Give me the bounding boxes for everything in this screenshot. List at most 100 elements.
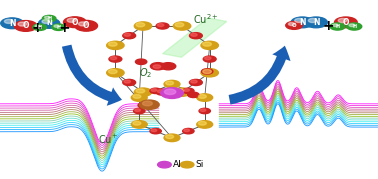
Circle shape: [295, 18, 303, 23]
Circle shape: [308, 18, 317, 23]
Circle shape: [108, 42, 117, 46]
Circle shape: [52, 24, 65, 30]
Circle shape: [123, 79, 136, 86]
Circle shape: [75, 20, 98, 31]
Circle shape: [197, 94, 213, 101]
Circle shape: [198, 95, 206, 98]
Circle shape: [134, 88, 152, 96]
Circle shape: [164, 89, 176, 95]
Text: O: O: [71, 18, 78, 27]
Circle shape: [150, 88, 161, 93]
Circle shape: [45, 16, 50, 19]
Circle shape: [191, 33, 197, 36]
Text: H: H: [57, 25, 60, 30]
Circle shape: [288, 23, 295, 26]
Circle shape: [136, 89, 145, 93]
Circle shape: [133, 121, 141, 125]
Circle shape: [158, 161, 171, 168]
Circle shape: [39, 18, 60, 28]
Circle shape: [150, 129, 161, 134]
Circle shape: [188, 92, 199, 98]
Text: H: H: [47, 16, 51, 21]
Text: N: N: [46, 20, 52, 26]
Circle shape: [201, 41, 218, 49]
Circle shape: [189, 33, 202, 39]
Circle shape: [35, 25, 40, 27]
Circle shape: [330, 23, 345, 30]
Circle shape: [184, 89, 189, 91]
Text: H: H: [38, 25, 42, 30]
Circle shape: [175, 23, 184, 27]
Circle shape: [151, 89, 157, 91]
FancyArrowPatch shape: [229, 46, 291, 105]
Text: N: N: [313, 18, 319, 27]
Circle shape: [201, 69, 213, 74]
Text: O: O: [342, 18, 349, 27]
Circle shape: [139, 100, 159, 109]
Circle shape: [164, 80, 180, 88]
Circle shape: [349, 24, 355, 27]
Circle shape: [157, 24, 164, 27]
Circle shape: [203, 42, 211, 46]
Circle shape: [1, 18, 23, 29]
Circle shape: [161, 88, 183, 98]
Circle shape: [131, 121, 147, 128]
Circle shape: [198, 121, 206, 125]
Circle shape: [338, 18, 347, 23]
Circle shape: [107, 41, 124, 49]
Circle shape: [184, 129, 189, 132]
Text: Cu$^{2+}$: Cu$^{2+}$: [193, 12, 219, 26]
Circle shape: [183, 88, 194, 94]
Circle shape: [347, 23, 362, 30]
Circle shape: [18, 22, 26, 26]
Circle shape: [204, 57, 211, 60]
Polygon shape: [163, 18, 227, 57]
Circle shape: [156, 23, 169, 29]
Text: +: +: [59, 21, 70, 35]
Circle shape: [79, 22, 87, 26]
Circle shape: [136, 23, 145, 27]
Circle shape: [108, 69, 117, 74]
Circle shape: [157, 90, 164, 93]
Text: H: H: [352, 24, 356, 29]
Circle shape: [166, 135, 174, 139]
Circle shape: [164, 134, 180, 142]
Text: O: O: [292, 23, 296, 28]
Circle shape: [335, 17, 357, 28]
Circle shape: [199, 108, 211, 114]
Text: N: N: [9, 19, 15, 28]
Text: N: N: [299, 18, 306, 27]
Circle shape: [200, 109, 206, 112]
Circle shape: [291, 17, 314, 28]
Circle shape: [150, 63, 166, 70]
Circle shape: [107, 69, 124, 77]
Circle shape: [54, 25, 59, 27]
Circle shape: [124, 80, 130, 83]
Circle shape: [161, 63, 176, 70]
Circle shape: [138, 103, 149, 108]
Circle shape: [110, 57, 117, 60]
Circle shape: [174, 88, 191, 96]
Circle shape: [203, 56, 216, 62]
FancyArrowPatch shape: [62, 45, 122, 106]
Circle shape: [197, 121, 213, 128]
Text: H: H: [336, 24, 339, 29]
Circle shape: [180, 161, 194, 168]
Circle shape: [64, 17, 86, 28]
Circle shape: [153, 65, 161, 68]
Circle shape: [135, 109, 140, 112]
Circle shape: [143, 101, 152, 106]
Circle shape: [14, 21, 37, 31]
Circle shape: [305, 17, 327, 28]
Circle shape: [201, 69, 218, 77]
Text: O: O: [22, 21, 29, 30]
Circle shape: [131, 94, 147, 101]
Circle shape: [109, 56, 122, 62]
Circle shape: [156, 89, 169, 95]
Circle shape: [332, 24, 338, 27]
Text: Cu$^{+}$: Cu$^{+}$: [98, 133, 118, 146]
Text: +: +: [322, 19, 334, 33]
Circle shape: [133, 95, 141, 98]
Circle shape: [123, 33, 136, 39]
Circle shape: [151, 129, 157, 132]
